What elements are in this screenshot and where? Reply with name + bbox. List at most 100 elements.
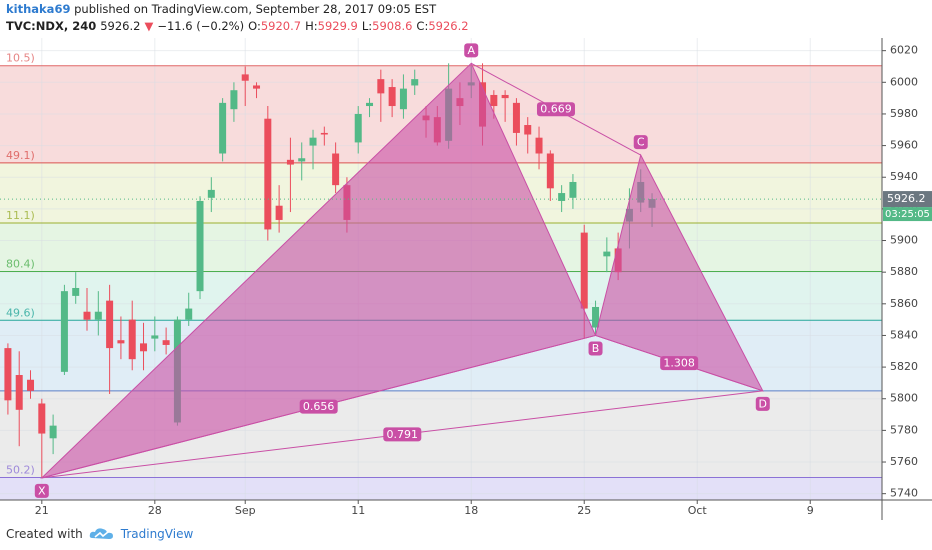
point-label: C: [637, 136, 645, 149]
y-tick-label: 5860: [890, 297, 918, 310]
candle-body: [162, 340, 170, 345]
candle-body: [15, 375, 23, 410]
candle-body: [253, 85, 261, 89]
x-tick-label: 11: [351, 504, 365, 517]
price-tag: [883, 191, 932, 208]
candle-body: [377, 79, 385, 94]
ohlc-value: 5926.2: [428, 19, 469, 33]
logo: [89, 528, 113, 539]
y-tick-label: 5940: [890, 170, 918, 183]
candle-body: [558, 193, 566, 201]
candle-body: [264, 118, 272, 230]
level-band: [0, 477, 882, 500]
ratio-box: [383, 427, 422, 442]
candle-body: [569, 181, 577, 198]
y-tick-label: 5780: [890, 423, 918, 436]
ratio-label: 0.669: [540, 103, 572, 116]
x-tick-label: 28: [148, 504, 162, 517]
y-tick-label: 5840: [890, 328, 918, 341]
candle-body: [592, 306, 600, 328]
candle-body: [241, 74, 249, 81]
candle-body: [151, 335, 159, 339]
candle-body: [366, 102, 374, 107]
point-box: [588, 341, 603, 356]
level-label: 50.2): [6, 464, 35, 477]
candle-body: [4, 348, 12, 401]
candle-body: [128, 319, 136, 360]
symbol: TVC:NDX, 240: [6, 19, 97, 33]
footer: Created with TradingView: [6, 527, 193, 541]
candle-body: [580, 232, 588, 309]
price-tag-label: 5926.2: [887, 192, 926, 205]
candle-body: [501, 94, 509, 99]
x-tick-label: 9: [807, 504, 814, 517]
candle-body: [60, 291, 68, 372]
x-tick-label: 21: [35, 504, 49, 517]
candle-body: [185, 308, 193, 320]
ratio-label: 0.791: [387, 428, 419, 441]
countdown-label: 03:25:05: [885, 209, 930, 220]
level-label: 49.6): [6, 306, 35, 319]
candle-body: [490, 94, 498, 107]
y-tick-label: 5880: [890, 265, 918, 278]
level-label: 11.1): [6, 209, 35, 222]
candle-body: [546, 153, 554, 189]
y-tick-label: 5960: [890, 139, 918, 152]
candle-body: [399, 88, 407, 110]
ohlc-value: 5908.6: [372, 19, 413, 33]
y-tick-label: 5740: [890, 487, 918, 500]
point-label: D: [759, 397, 767, 410]
candle-body: [207, 189, 215, 198]
ohlc-value: 5929.9: [317, 19, 358, 33]
candle-body: [286, 159, 294, 165]
point-box: [633, 135, 648, 150]
candle-body: [72, 287, 80, 296]
candle-body: [106, 300, 114, 349]
ohlc-label: O:: [248, 19, 261, 33]
x-tick-label: Oct: [688, 504, 708, 517]
candle-body: [298, 158, 306, 162]
candle-body: [219, 102, 227, 154]
point-box: [464, 43, 479, 58]
candle-body: [388, 87, 396, 107]
ohlc: O:5920.7 H:5929.9 L:5908.6 C:5926.2: [248, 19, 472, 33]
candle-body: [140, 343, 148, 352]
y-tick-label: 5800: [890, 392, 918, 405]
brand[interactable]: TradingView: [120, 527, 194, 541]
candle-body: [38, 403, 46, 434]
level-label: 10.5): [6, 52, 35, 65]
candle-body: [94, 311, 102, 320]
ticker-line: TVC:NDX, 240 5926.2 ▼ −11.6 (−0.2%) O:59…: [6, 19, 473, 33]
ohlc-label: H:: [305, 19, 318, 33]
candle-body: [83, 311, 91, 320]
ohlc-label: L:: [361, 19, 373, 33]
y-tick-label: 5760: [890, 455, 918, 468]
candle-body: [117, 340, 125, 344]
y-tick-label: 6020: [890, 44, 918, 57]
created: Created with: [6, 527, 83, 541]
arrow: ▼: [144, 19, 154, 33]
candle-body: [320, 132, 328, 135]
y-tick-label: 5900: [890, 234, 918, 247]
y-tick-label: 5980: [890, 107, 918, 120]
candle-body: [49, 425, 57, 439]
author[interactable]: kithaka69: [6, 2, 71, 16]
y-tick-label: 5820: [890, 360, 918, 373]
point-box: [755, 396, 770, 411]
candle-body: [196, 200, 204, 292]
point-label: X: [38, 484, 46, 497]
candle-body: [354, 113, 362, 143]
candle-body: [411, 79, 419, 86]
change: −11.6 (−0.2%): [157, 19, 245, 33]
x-tick-label: Sep: [235, 504, 256, 517]
candle-body: [27, 379, 35, 391]
ohlc-value: 5920.7: [260, 19, 302, 33]
candle-body: [275, 205, 283, 220]
point-box: [34, 483, 49, 498]
published: published on TradingView.com, September …: [74, 2, 437, 16]
ratio-label: 0.656: [303, 400, 335, 413]
ohlc-label: C:: [416, 19, 429, 33]
candle-body: [524, 125, 532, 135]
